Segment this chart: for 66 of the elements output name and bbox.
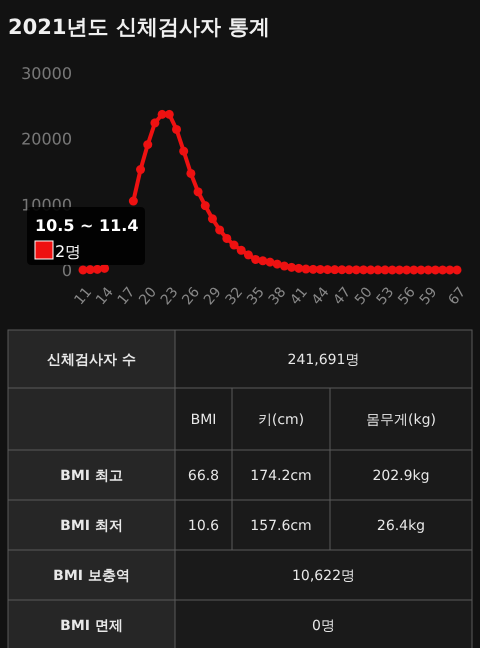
point xyxy=(172,124,181,134)
point xyxy=(380,265,390,274)
x-tick-label: 67 xyxy=(445,284,470,308)
x-tick-label: 20 xyxy=(136,284,160,308)
point xyxy=(236,246,246,255)
text: BMI 최저 xyxy=(60,518,123,534)
x-tick-label: 29 xyxy=(200,284,225,308)
x-tick-label: 56 xyxy=(395,284,419,308)
point xyxy=(194,187,203,196)
text: BMI 보충역 xyxy=(53,568,130,584)
x-tick-label: 50 xyxy=(352,284,376,308)
point xyxy=(416,265,426,274)
x-tick-label: 41 xyxy=(287,284,311,308)
text: 157.6cm xyxy=(250,518,312,534)
point xyxy=(200,201,210,210)
text: 몸무게(kg) xyxy=(366,412,436,428)
text: 241,691명 xyxy=(288,352,360,368)
point xyxy=(164,110,174,119)
x-tick-label: 47 xyxy=(330,284,354,308)
x-tick-label: 38 xyxy=(266,284,290,308)
text: 202.9kg xyxy=(372,468,430,484)
point xyxy=(222,234,232,243)
point xyxy=(244,250,253,260)
point xyxy=(230,240,239,250)
y-tick-label: 0 xyxy=(62,261,72,280)
chart-title: 2021년도 신체검사자 통계 xyxy=(8,15,270,39)
x-tick-label: 35 xyxy=(244,284,268,308)
point xyxy=(179,146,188,156)
text: 10,622명 xyxy=(292,568,355,584)
point xyxy=(186,168,196,178)
x-tick-label: 59 xyxy=(416,284,440,308)
text: 키(cm) xyxy=(258,412,304,428)
point xyxy=(136,165,146,174)
text: BMI 면제 xyxy=(60,618,123,634)
point xyxy=(208,214,217,224)
text: 0명 xyxy=(312,618,335,634)
point xyxy=(100,264,110,273)
point xyxy=(251,254,260,264)
annotation: 10.5 ~ 11.4 xyxy=(35,216,138,235)
x-tick-label: 44 xyxy=(308,284,333,308)
annotation: 2명 xyxy=(55,242,82,261)
x-tick-label: 53 xyxy=(374,284,398,308)
point xyxy=(128,196,138,206)
point xyxy=(452,265,462,274)
point xyxy=(150,118,160,128)
point xyxy=(215,225,224,234)
text: 174.2cm xyxy=(250,468,312,484)
point xyxy=(143,140,152,150)
y-tick-label: 20000 xyxy=(21,130,72,149)
y-tick-label: 10000 xyxy=(21,195,72,214)
text: 신체검사자 수 xyxy=(47,352,136,368)
text: 26.4kg xyxy=(376,518,426,534)
text: 66.8 xyxy=(188,468,220,484)
x-tick-label: 32 xyxy=(222,284,246,308)
point xyxy=(266,258,274,267)
text: BMI xyxy=(190,412,216,428)
point xyxy=(78,265,88,274)
x-tick-label: 26 xyxy=(179,284,204,308)
x-tick-label: 14 xyxy=(93,284,117,308)
point xyxy=(272,260,282,269)
x-tick-label: 11 xyxy=(71,284,96,308)
x-tick-label: 23 xyxy=(158,284,182,308)
text: BMI 최고 xyxy=(60,468,123,484)
x-tick-label: 17 xyxy=(114,284,138,308)
y-tick-label: 30000 xyxy=(21,64,72,83)
text: 10.6 xyxy=(188,518,220,534)
